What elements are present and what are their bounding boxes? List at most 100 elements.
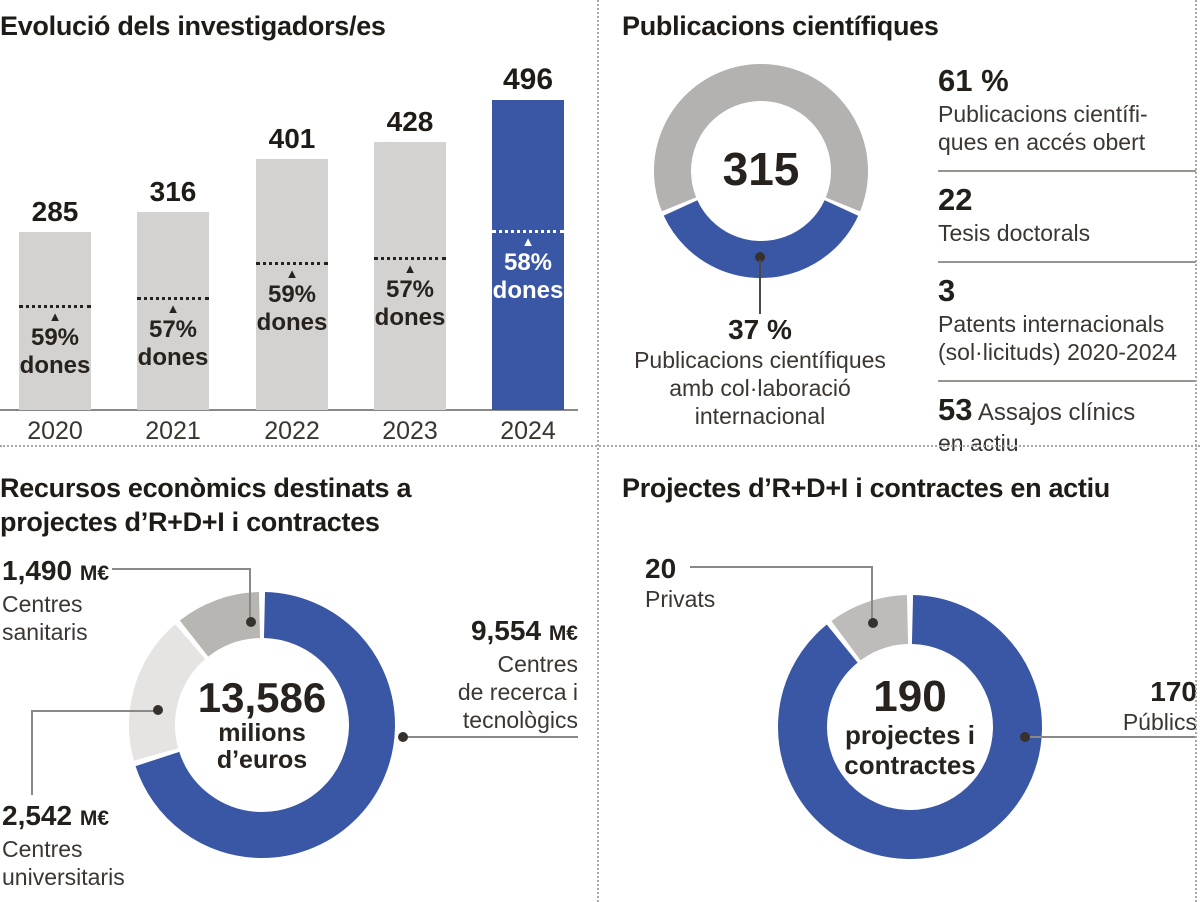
callout-value: 20 [645, 553, 677, 584]
women-share-label: ▲ 57% dones [374, 261, 446, 332]
callout-centres-recerca: 9,554 M€ Centres de recerca i tecnològic… [400, 615, 578, 734]
bar-2020: ▲ 59% dones [19, 232, 91, 410]
x-tick-2024: 2024 [500, 417, 556, 445]
triangle-up-icon: ▲ [403, 261, 417, 276]
callout-privats: 20 Privats [645, 553, 805, 613]
stat-head: 3 [938, 274, 1196, 308]
donut-chart-publications [654, 63, 868, 278]
callout-dot-universitaris [153, 705, 163, 715]
women-share-text: 59% dones [256, 281, 328, 336]
bar-2024: ▲ 58% dones [492, 100, 564, 410]
callout-label: Centres sanitaris [2, 591, 88, 645]
panel-title-projects: Projectes d’R+D+I i contractes en actiu [622, 473, 1110, 503]
stat-head: 53 Assajos clínics [938, 393, 1196, 427]
callout-label: Privats [645, 586, 716, 612]
projects-total-label: projectes i contractes [844, 719, 976, 780]
x-tick-2022: 2022 [264, 417, 320, 445]
publications-stats: 61 % Publicacions científi- ques en accés… [938, 64, 1196, 471]
women-share-text: 57% dones [374, 276, 446, 331]
callout-label: Centres universitaris [2, 836, 125, 890]
slice-centres-de recerca i-tecnològics [129, 592, 395, 858]
women-share-text: 59% dones [19, 324, 91, 379]
stat-head: 22 [938, 183, 1196, 217]
callout-line-sanitaris-v [249, 568, 251, 618]
stat-value: 53 [938, 392, 973, 427]
callout-value: 9,554 M€ [400, 615, 578, 650]
sanitaris-unit: M€ [79, 562, 110, 585]
callout-line-recerca [403, 736, 578, 738]
recerca-unit: M€ [548, 622, 578, 645]
callout-dot-publics [1020, 732, 1030, 742]
stat-value: 61 % [938, 63, 1009, 98]
bar-value-2022: 401 [268, 123, 316, 154]
callout-value: 2,542 M€ [2, 800, 222, 835]
bar-2023: ▲ 57% dones [374, 142, 446, 410]
women-share-label: ▲ 58% dones [492, 234, 564, 305]
slice-international [654, 63, 868, 278]
callout-line-privats-v [871, 566, 873, 619]
x-tick-2020: 2020 [27, 417, 83, 445]
panel-title-researchers: Evolució dels investigadors/es [0, 11, 386, 41]
bar-2022: ▲ 59% dones [256, 159, 328, 410]
bar-value-2024: 496 [502, 63, 554, 96]
women-share-label: ▲ 59% dones [19, 309, 91, 380]
callout-dot-privats [868, 618, 878, 628]
stat-item: 3 Patents internacionals (sol·licituds) 2… [938, 263, 1196, 382]
women-share-dotted-line [492, 230, 564, 233]
panel-projects: Projectes d’R+D+I i contractes en actiu … [600, 447, 1197, 902]
stat-head: 61 % [938, 64, 1196, 98]
women-share-label: ▲ 59% dones [256, 266, 328, 337]
sanitaris-value: 1,490 [2, 555, 73, 586]
universitaris-unit: M€ [79, 807, 110, 830]
x-axis-line [0, 409, 578, 411]
panel-resources: Recursos econòmics destinats a projectes… [0, 447, 598, 902]
women-share-dotted-line [374, 257, 446, 260]
resources-total: 13,586 [197, 674, 327, 722]
callout-label: Públics [1122, 709, 1197, 735]
callout-line-universitaris-v [31, 710, 33, 795]
stat-inline-label: Assajos clínics [972, 399, 1136, 426]
panel-publications: Publicacions científiques 315 37 % Publi… [600, 0, 1196, 456]
stat-item: 53 Assajos clínics en actiu [938, 382, 1196, 471]
bar-chart-researchers: ▲ 59% dones 285 2020 ▲ 57% dones 316 2021 ▲ 59% d… [0, 0, 598, 446]
stat-value: 22 [938, 182, 973, 217]
stat-label: Tesis doctorals [938, 220, 1091, 246]
callout-label: Publicacions científiques amb col·labora… [634, 347, 886, 429]
universitaris-value: 2,542 [2, 800, 73, 831]
donut-center-projects: 190 projectes i contractes [844, 674, 976, 780]
women-share-label: ▲ 57% dones [137, 301, 209, 372]
callout-dot-sanitaris [246, 617, 256, 627]
women-share-text: 58% dones [492, 249, 564, 304]
divider-horizontal [0, 445, 1200, 447]
triangle-up-icon: ▲ [521, 234, 535, 249]
callout-value: 1,490 M€ [2, 555, 222, 590]
callout-dot-recerca [398, 732, 408, 742]
publications-total: 315 [722, 143, 800, 196]
triangle-up-icon: ▲ [48, 309, 62, 324]
stat-item: 22 Tesis doctorals [938, 172, 1196, 263]
callout-publics: 170 Públics [1050, 676, 1197, 736]
donut-chart-resources [129, 592, 395, 858]
panel-title-publications: Publicacions científiques [622, 11, 939, 41]
callout-centres-sanitaris: 1,490 M€ Centres sanitaris [2, 555, 222, 646]
donut-center-resources: 13,586 milions d’euros [198, 676, 326, 774]
callout-line-international [759, 260, 761, 314]
divider-vertical [597, 0, 599, 902]
recerca-value: 9,554 [470, 615, 542, 646]
callout-line-universitaris [31, 710, 157, 712]
women-share-text: 57% dones [137, 316, 209, 371]
callout-line-privats [690, 566, 873, 568]
bar-value-2020: 285 [31, 196, 79, 227]
stat-value: 3 [938, 273, 956, 308]
donut-center-publications: 315 [722, 143, 800, 196]
slice-privats [778, 595, 1042, 859]
bar-2021: ▲ 57% dones [137, 212, 209, 410]
women-share-dotted-line [19, 305, 91, 308]
women-share-dotted-line [256, 262, 328, 265]
callout-dot-international [755, 252, 765, 262]
triangle-up-icon: ▲ [285, 266, 299, 281]
callout-international: 37 % Publicacions científiques amb col·l… [610, 314, 910, 430]
stat-label: Publicacions científi- ques en accés obe… [938, 101, 1148, 155]
resources-total-label: milions d’euros [216, 718, 308, 774]
